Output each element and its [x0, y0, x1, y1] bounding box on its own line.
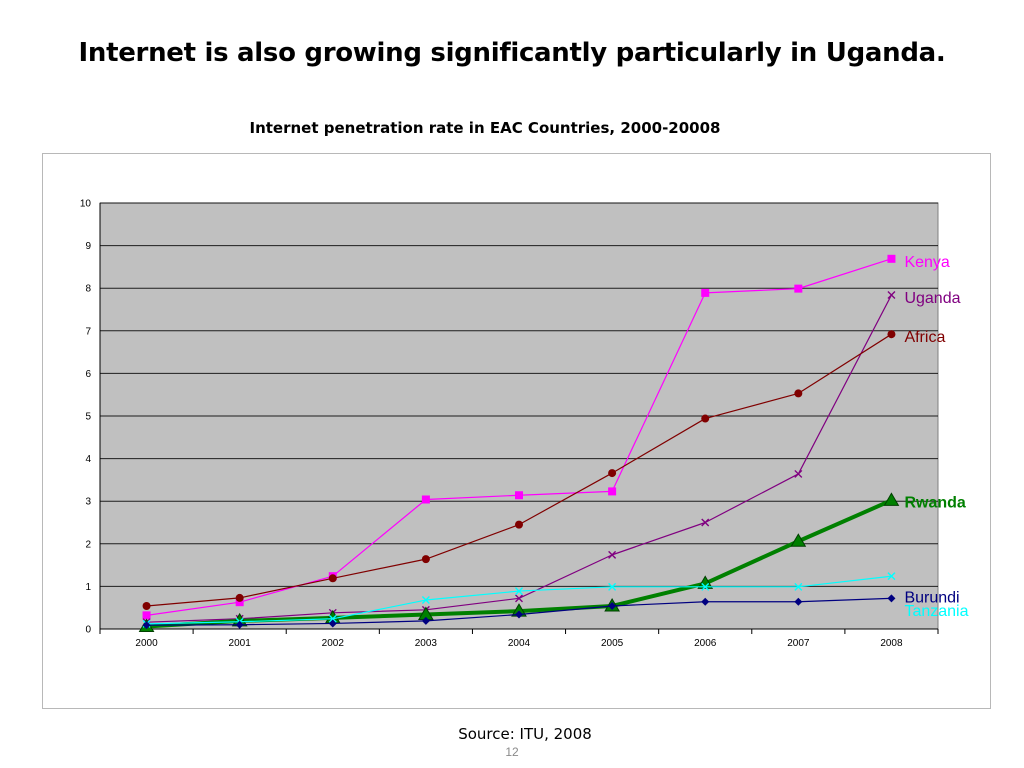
x-tick-label: 2008: [880, 638, 903, 649]
y-tick-label: 0: [85, 625, 91, 636]
x-tick-label: 2001: [229, 638, 252, 649]
y-tick-label: 4: [85, 454, 91, 465]
y-tick-label: 1: [85, 582, 91, 593]
y-tick-label: 6: [85, 369, 91, 380]
data-point-burundi: [701, 597, 710, 606]
series-label-uganda: Uganda: [904, 290, 960, 307]
y-tick-label: 5: [85, 412, 91, 423]
data-point-tanzania: [887, 572, 896, 581]
data-point-kenya: [142, 611, 151, 620]
x-tick-label: 2004: [508, 638, 531, 649]
data-point-burundi: [608, 601, 617, 610]
y-tick-label: 9: [85, 241, 91, 252]
series-label-africa: Africa: [904, 329, 945, 346]
data-point-africa: [142, 601, 151, 610]
data-point-burundi: [235, 620, 244, 629]
data-point-burundi: [794, 597, 803, 606]
data-point-africa: [887, 330, 896, 339]
data-point-burundi: [515, 610, 523, 619]
data-point-rwanda: [883, 492, 900, 506]
y-tick-label: 7: [85, 326, 91, 337]
data-point-tanzania: [421, 596, 430, 605]
x-tick-label: 2005: [601, 638, 624, 649]
chart-frame: 0 1 2 3 4 5 6 7 8 9 10 2000 2001 2002 2003 2004 2005 2006…: [42, 153, 991, 709]
y-tick-label: 2: [85, 539, 91, 550]
y-tick-label: 8: [85, 284, 91, 295]
data-point-africa: [794, 389, 803, 398]
slide-title: Internet is also growing significantly p…: [78, 38, 946, 68]
series-label-tanzania: Tanzania: [904, 603, 968, 620]
data-point-africa: [328, 574, 337, 583]
data-point-uganda: [608, 550, 617, 559]
y-tick-label: 10: [80, 199, 92, 210]
data-point-uganda: [887, 291, 896, 300]
source-note: Source: ITU, 2008: [458, 725, 592, 743]
x-tick-label: 2000: [135, 638, 158, 649]
series-label-rwanda: Rwanda: [904, 494, 965, 511]
x-tick-label: 2002: [322, 638, 345, 649]
chart-title: Internet penetration rate in EAC Countri…: [249, 119, 721, 137]
x-tick-label: 2007: [787, 638, 810, 649]
data-point-kenya: [794, 284, 803, 293]
data-point-rwanda: [697, 575, 714, 589]
data-point-burundi: [328, 619, 337, 628]
data-point-kenya: [701, 288, 710, 297]
x-tick-label: 2003: [415, 638, 438, 649]
data-point-tanzania: [701, 582, 710, 591]
data-point-africa: [608, 469, 617, 478]
series-label-kenya: Kenya: [904, 254, 949, 271]
y-tick-label: 3: [85, 497, 91, 508]
data-point-rwanda: [790, 533, 807, 547]
data-point-tanzania: [328, 614, 337, 623]
data-point-uganda: [794, 469, 803, 478]
page-number: 12: [505, 745, 519, 759]
x-tick-label: 2006: [694, 638, 717, 649]
data-point-kenya: [887, 254, 896, 263]
data-point-kenya: [608, 487, 617, 496]
data-point-burundi: [421, 616, 430, 625]
line-chart: 0 1 2 3 4 5 6 7 8 9 10 2000 2001 2002 2003 2004 2005 2006…: [80, 199, 969, 650]
data-point-africa: [235, 593, 244, 602]
data-point-burundi: [142, 621, 151, 630]
data-point-tanzania: [794, 582, 803, 591]
series-label-burundi: Burundi: [904, 589, 959, 606]
data-point-africa: [421, 555, 430, 564]
data-point-africa: [701, 414, 710, 423]
data-point-kenya: [421, 495, 430, 504]
data-point-uganda: [515, 594, 523, 603]
data-point-kenya: [235, 598, 244, 607]
data-point-tanzania: [515, 587, 523, 596]
data-point-uganda: [701, 518, 710, 527]
data-point-tanzania: [608, 582, 617, 591]
data-point-africa: [515, 520, 523, 529]
data-point-burundi: [887, 594, 896, 603]
data-point-kenya: [515, 491, 523, 500]
